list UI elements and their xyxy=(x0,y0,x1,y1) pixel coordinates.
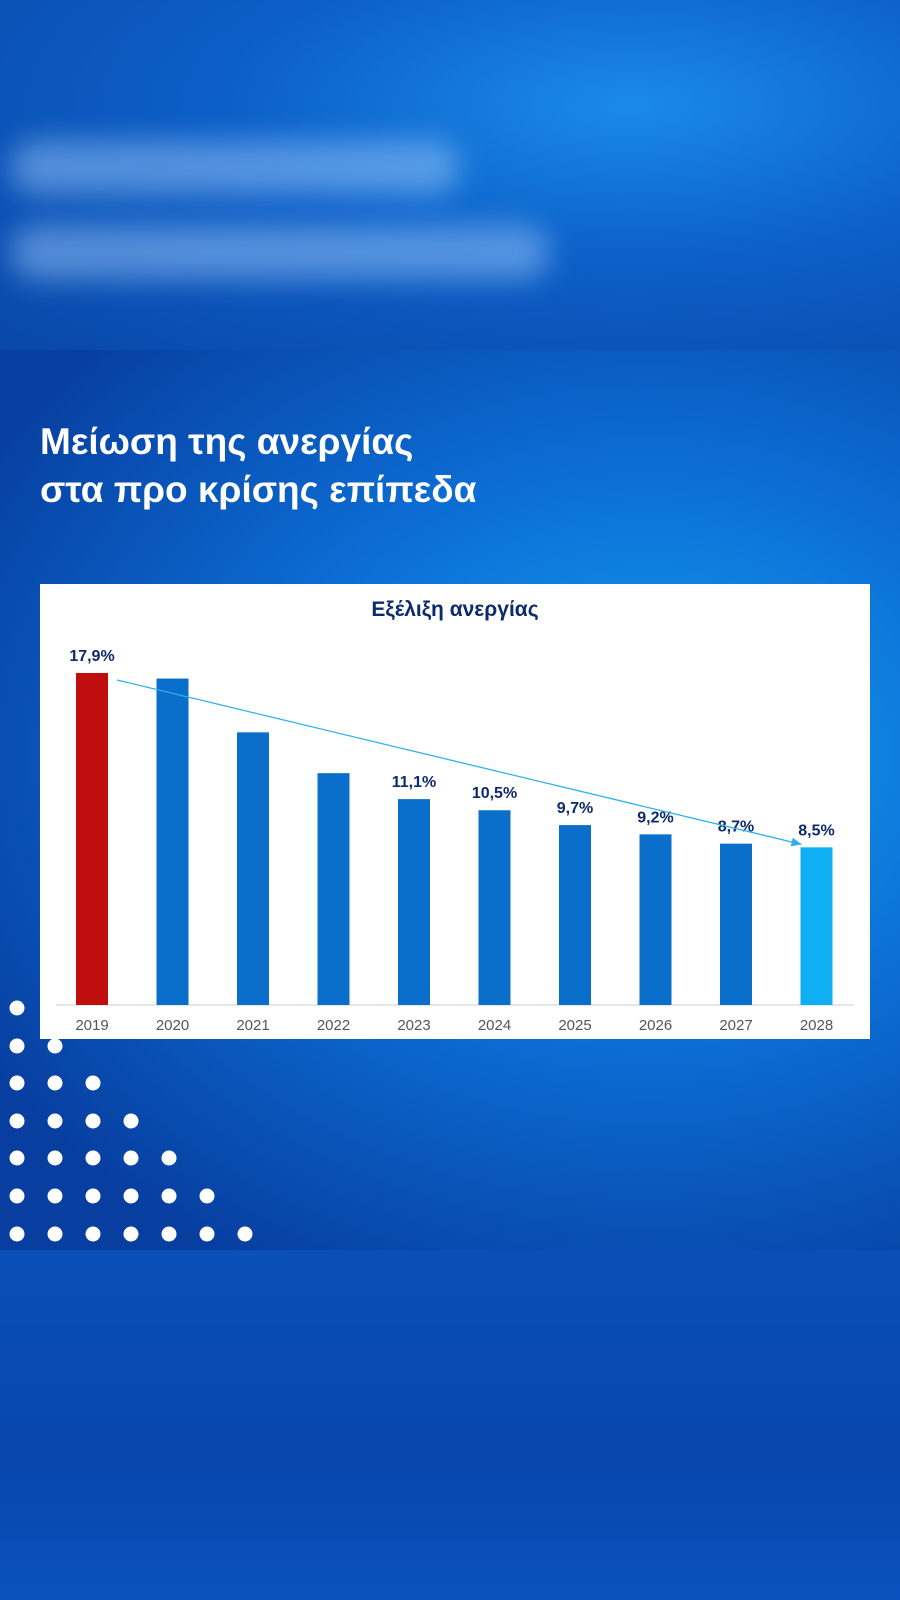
decorative-dot xyxy=(123,1150,139,1166)
decorative-dot xyxy=(9,1000,25,1016)
decorative-dot xyxy=(85,1113,101,1129)
decorative-dot xyxy=(9,1188,25,1204)
decorative-dot xyxy=(161,1150,177,1166)
decorative-dot xyxy=(85,1150,101,1166)
bar-2020 xyxy=(156,678,189,1005)
x-tick-label: 2027 xyxy=(719,1017,752,1034)
decorative-dot xyxy=(237,1226,253,1242)
bar-2024 xyxy=(478,810,511,1005)
title-line-2: στα προ κρίσης επίπεδα xyxy=(40,469,477,510)
bar-2019 xyxy=(76,672,108,1005)
data-label: 9,7% xyxy=(557,800,593,817)
decorative-dot xyxy=(9,1150,25,1166)
chart-panel: Εξέλιξη ανεργίας 2019 17,9% 2020 2021 2022 20… xyxy=(40,584,870,1039)
x-tick-label: 2024 xyxy=(478,1017,511,1034)
dot-pattern-decoration xyxy=(9,1000,253,1242)
blurred-text-placeholder xyxy=(10,225,550,280)
data-label: 9,2% xyxy=(637,809,673,826)
bar-2023 xyxy=(398,799,430,1005)
x-tick-label: 2023 xyxy=(397,1017,430,1034)
footer-background xyxy=(0,1250,900,1600)
data-label: 8,7% xyxy=(718,819,754,836)
bar-2021 xyxy=(237,732,269,1005)
x-tick-label: 2021 xyxy=(236,1017,269,1034)
decorative-dot xyxy=(47,1188,63,1204)
decorative-dot xyxy=(199,1188,215,1204)
x-tick-label: 2025 xyxy=(558,1017,591,1034)
title-line-1: Μείωση της ανεργίας xyxy=(40,421,414,462)
decorative-dot xyxy=(123,1113,139,1129)
bar-2026 xyxy=(639,834,672,1005)
data-label: 8,5% xyxy=(798,822,834,839)
decorative-dot xyxy=(9,1226,25,1242)
data-label: 11,1% xyxy=(392,774,436,791)
decorative-dot xyxy=(123,1226,139,1242)
decorative-dot xyxy=(123,1188,139,1204)
x-tick-label: 2022 xyxy=(317,1017,350,1034)
header-background xyxy=(0,0,900,350)
x-tick-label: 2028 xyxy=(800,1017,833,1034)
decorative-dot xyxy=(85,1226,101,1242)
decorative-dot xyxy=(47,1038,63,1054)
data-label: 10,5% xyxy=(472,785,517,802)
decorative-dot xyxy=(85,1188,101,1204)
chart-title: Εξέλιξη ανεργίας xyxy=(371,598,539,621)
decorative-dot xyxy=(47,1075,63,1091)
trend-arrow-head xyxy=(790,837,802,847)
decorative-dot xyxy=(85,1075,101,1091)
decorative-dot xyxy=(9,1075,25,1091)
decorative-dot xyxy=(199,1226,215,1242)
decorative-dot xyxy=(9,1113,25,1129)
x-tick-label: 2019 xyxy=(75,1017,108,1034)
bar-2025 xyxy=(559,825,591,1005)
trend-arrow-line xyxy=(116,679,802,845)
data-label: 17,9% xyxy=(69,648,114,665)
decorative-dot xyxy=(161,1188,177,1204)
decorative-dot xyxy=(161,1226,177,1242)
bar-2028 xyxy=(800,847,833,1005)
bar-2022 xyxy=(317,773,350,1005)
bar-2027 xyxy=(720,843,752,1005)
x-tick-label: 2020 xyxy=(156,1017,189,1034)
x-tick-label: 2026 xyxy=(639,1017,672,1034)
bar-chart: 2019 17,9% 2020 2021 2022 2023 11,1% 2024 10,5% 2… xyxy=(56,648,854,1034)
decorative-dot xyxy=(47,1226,63,1242)
decorative-dot xyxy=(47,1150,63,1166)
page-title: Μείωση της ανεργίας στα προ κρίσης επίπε… xyxy=(40,418,860,514)
decorative-dot xyxy=(47,1113,63,1129)
decorative-dot xyxy=(9,1038,25,1054)
blurred-text-placeholder xyxy=(10,140,460,195)
